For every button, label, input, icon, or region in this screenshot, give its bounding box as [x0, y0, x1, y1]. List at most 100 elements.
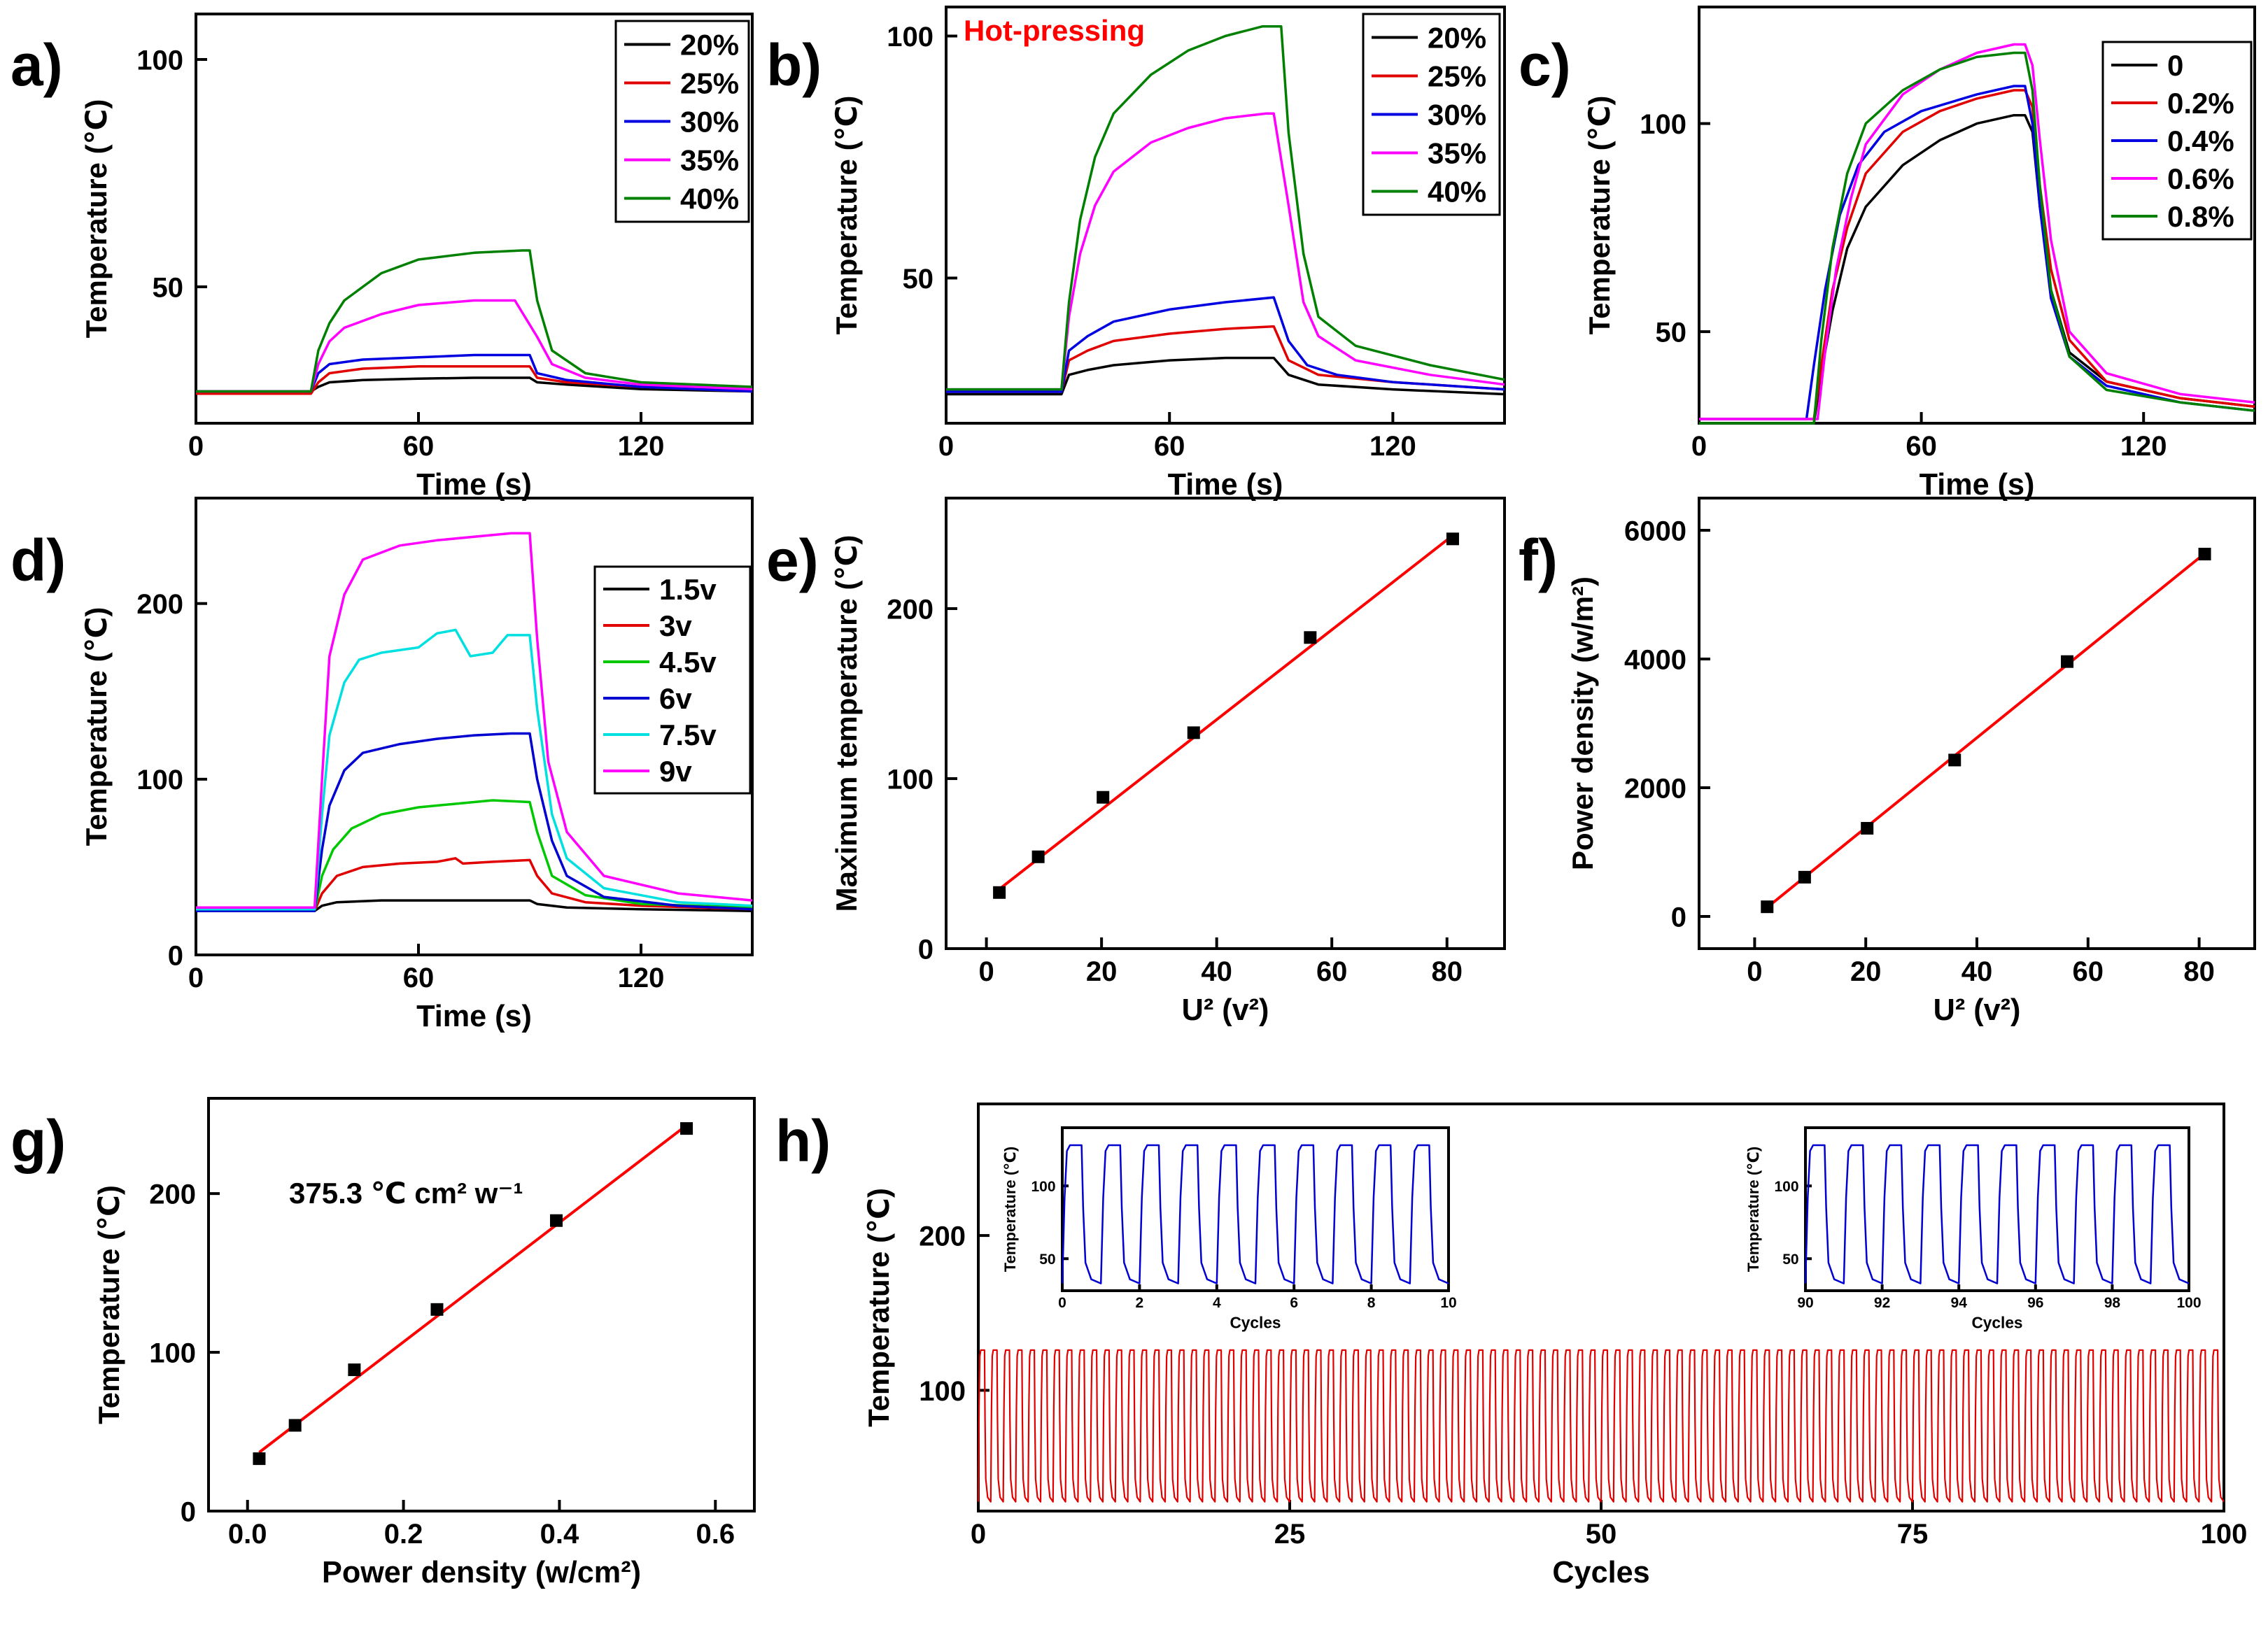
h-inset-1-y-tick-label: 100	[1031, 1179, 1056, 1195]
h-inset-1-y-axis-label: Temperature (℃)	[1001, 1147, 1019, 1272]
panel-e-x-tick-label: 60	[1316, 956, 1348, 987]
panel-h-x-axis-label: Cycles	[1552, 1556, 1649, 1589]
panel-d-x-axis-label: Time (s)	[416, 1000, 532, 1033]
panel-b-legend-entry: 25%	[1428, 60, 1486, 93]
panel-c-legend-entry: 0.4%	[2167, 125, 2234, 157]
panel-b-series-40	[946, 24, 1505, 391]
panel-c-x-tick-label: 120	[2120, 431, 2167, 462]
panel-g-y-tick-label: 0	[181, 1496, 196, 1527]
panel-c-y-axis-label: Temperature (℃)	[1583, 96, 1616, 335]
panel-a: a) 0 60 120 50 100 Time (s) Temperature (℃) 20% 2…	[10, 13, 754, 502]
panel-d-legend	[593, 565, 752, 795]
panel-h-y-tick-label: 200	[919, 1221, 966, 1252]
panel-b-plot-frame	[945, 6, 1506, 425]
panel-b-y-tick-label: 100	[887, 22, 934, 52]
h-inset-2-x-tick-label: 92	[1874, 1295, 1890, 1311]
panel-e-fit-line	[998, 534, 1454, 891]
panel-c-legend-entry: 0.8%	[2167, 200, 2234, 233]
panel-c-series-06	[1699, 43, 2255, 420]
h-inset-1-plot-frame	[1061, 1126, 1450, 1292]
panel-f-data-point	[2061, 655, 2074, 668]
panel-e-x-axis-label: U² (v²)	[1182, 993, 1269, 1027]
panel-f-plot-frame	[1698, 497, 2256, 950]
h-inset-1-x-tick-label: 2	[1136, 1295, 1144, 1311]
panel-b-series-30	[946, 296, 1505, 393]
panel-f: f) 0 20 40 60 80 0 2000 4000 6000 U² (v²) Power den…	[1519, 497, 2256, 1027]
panel-a-legend	[614, 20, 750, 223]
panel-c-plot-frame	[1698, 6, 2256, 425]
h-inset-2-y-axis-label: Temperature (℃)	[1745, 1147, 1762, 1272]
panel-d-label: d)	[10, 527, 66, 593]
panel-a-series-30	[196, 353, 753, 393]
panel-e-y-tick-label: 100	[887, 764, 934, 795]
panel-e-data-point	[1097, 791, 1110, 804]
panel-h-x-tick-label: 100	[2201, 1519, 2248, 1550]
panel-a-label: a)	[10, 32, 63, 98]
panel-g-x-axis-label: Power density (w/cm²)	[322, 1556, 641, 1589]
panel-g-data-point	[680, 1122, 693, 1135]
panel-g-fit-line	[258, 1124, 688, 1454]
panel-d-legend-entry: 6v	[659, 682, 692, 715]
panel-b: b) 0 60 120 50 100 Time (s) Temperature (℃) 20% 2…	[766, 6, 1506, 502]
panel-b-series-20	[946, 356, 1505, 396]
panel-a-legend-entry: 35%	[680, 144, 739, 177]
panel-h-y-tick-label: 100	[919, 1376, 966, 1407]
h-inset-2-x-tick-label: 94	[1951, 1295, 1968, 1311]
panel-b-y-tick-label: 50	[903, 264, 934, 295]
panel-c-y-tick-label: 50	[1656, 318, 1687, 348]
panel-f-x-tick-label: 40	[1961, 956, 1993, 987]
panel-g-data-point	[430, 1303, 444, 1316]
panel-d-y-axis-label: Temperature (℃)	[80, 607, 113, 846]
panel-f-data-point	[1798, 870, 1811, 884]
panel-d-legend-entry: 1.5v	[659, 573, 717, 606]
panel-e-y-axis-label: Maximum temperature (℃)	[830, 535, 863, 912]
panel-f-x-tick-label: 60	[2073, 956, 2104, 987]
panel-e-label: e)	[766, 527, 819, 593]
panel-e-x-tick-label: 20	[1086, 956, 1118, 987]
panel-g-y-tick-label: 200	[149, 1179, 196, 1210]
panel-e-y-tick-label: 0	[918, 934, 934, 965]
panel-e-data-point	[1446, 532, 1459, 546]
panel-f-y-tick-label: 0	[1671, 902, 1686, 933]
panel-b-legend-entry: 35%	[1428, 137, 1486, 170]
panel-b-label: b)	[766, 32, 822, 98]
h-inset-2-x-tick-label: 100	[2176, 1295, 2201, 1311]
panel-g-annotation: 375.3 ℃ cm² w⁻¹	[289, 1177, 523, 1210]
h-inset-1-x-tick-label: 4	[1213, 1295, 1221, 1311]
panel-g-x-tick-label: 0.4	[540, 1519, 579, 1550]
panel-d-series-9v	[196, 532, 753, 909]
panel-d-series-75v	[196, 628, 753, 911]
h-inset-1: 0 2 4 6 8 10 50 100 Cycles Temperature (℃)	[1001, 1126, 1457, 1332]
panel-a-y-tick-label: 100	[136, 45, 183, 76]
panel-a-series-25	[196, 365, 753, 395]
h-inset-1-x-tick-label: 6	[1290, 1295, 1298, 1311]
panel-a-series-40	[196, 249, 753, 393]
panel-a-y-tick-label: 50	[153, 272, 184, 303]
panel-f-y-tick-label: 2000	[1624, 773, 1686, 804]
panel-b-x-axis-label: Time (s)	[1168, 468, 1283, 502]
h-inset-2-plot-frame	[1804, 1126, 2190, 1292]
h-inset-1-x-tick-label: 0	[1058, 1295, 1066, 1311]
panel-f-x-tick-label: 0	[1747, 956, 1762, 987]
panel-c-y-tick-label: 100	[1640, 109, 1686, 140]
panel-h-label: h)	[775, 1108, 831, 1174]
h-inset-2-y-tick-label: 50	[1782, 1252, 1798, 1268]
panel-d-legend-entry: 9v	[659, 755, 692, 788]
panel-f-label: f)	[1519, 527, 1558, 593]
panel-g-data-point	[253, 1452, 266, 1466]
panel-g-x-tick-label: 0.2	[384, 1519, 423, 1550]
panel-d-series-3v	[196, 857, 753, 912]
panel-g-data-point	[549, 1214, 563, 1227]
panel-b-legend-entry: 30%	[1428, 99, 1486, 132]
h-inset-2-x-axis-label: Cycles	[1971, 1314, 2022, 1332]
panel-b-series-25	[946, 325, 1505, 393]
panel-b-y-axis-label: Temperature (℃)	[830, 96, 863, 335]
panel-f-data-point	[1861, 821, 1874, 835]
h-inset-2-cycle-series	[1804, 1144, 2190, 1284]
panel-f-x-tick-label: 80	[2183, 956, 2215, 987]
panel-a-legend-entry: 20%	[680, 29, 739, 62]
panel-c-legend-entry: 0.6%	[2167, 162, 2234, 195]
panel-e-data-point	[1304, 631, 1317, 644]
panel-h-cycle-series	[977, 1349, 2225, 1503]
panel-c-legend-entry: 0	[2167, 49, 2183, 82]
